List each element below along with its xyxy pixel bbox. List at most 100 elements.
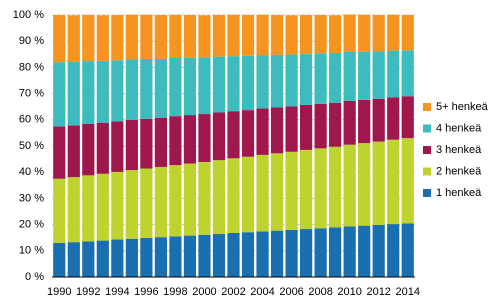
bar-segment: [183, 235, 197, 277]
bar-segment: [96, 122, 109, 174]
bar-segment: [285, 106, 298, 152]
x-tick-label: 2004: [250, 286, 274, 298]
bar-segment: [111, 171, 124, 240]
bar-segment: [53, 178, 66, 243]
bar-segment: [358, 143, 371, 226]
x-tick-label: 1990: [47, 286, 71, 298]
legend-label: 5+ henkeä: [436, 101, 489, 113]
bar-segment: [82, 61, 95, 124]
bar-segment: [372, 15, 385, 52]
bar-segment: [285, 151, 298, 230]
legend-label: 1 henkeä: [436, 187, 482, 199]
bar-segment: [358, 51, 371, 100]
legend-swatch: [423, 103, 431, 111]
bar-segment: [227, 111, 240, 159]
x-tick-label: 2012: [366, 286, 390, 298]
bar-segment: [314, 148, 327, 229]
x-tick-label: 2006: [279, 286, 303, 298]
legend-swatch: [423, 146, 431, 154]
bar-segment: [387, 50, 400, 98]
bar-segment: [387, 139, 400, 225]
bar-segment: [285, 15, 298, 55]
bar-segment: [372, 224, 385, 277]
bar-segment: [140, 237, 153, 277]
bar-segment: [343, 144, 356, 227]
x-tick-label: 1992: [76, 286, 100, 298]
bar-segment: [82, 241, 95, 277]
bar-segment: [329, 102, 342, 147]
bar-segment: [285, 229, 298, 277]
legend-label: 4 henkeä: [436, 122, 482, 134]
bar-segment: [96, 240, 109, 277]
bar-segment: [111, 15, 124, 61]
bar-segment: [270, 153, 284, 231]
bar-segment: [227, 56, 240, 112]
y-tick-label: 60 %: [19, 114, 44, 126]
bar-segment: [140, 118, 153, 169]
bar-segment: [154, 58, 167, 118]
bar-segment: [300, 104, 313, 150]
bar-segment: [358, 99, 371, 144]
bar-segment: [256, 55, 269, 109]
legend-swatch: [423, 167, 431, 176]
bar-segment: [314, 53, 327, 104]
x-tick-label: 1994: [105, 286, 129, 298]
bar-segment: [227, 14, 240, 57]
bar-segment: [270, 107, 284, 154]
bar-segment: [387, 14, 400, 51]
bar-segment: [111, 239, 124, 277]
bar-segment: [183, 115, 197, 164]
bar-segment: [198, 15, 211, 58]
y-tick-label: 50 %: [19, 140, 44, 152]
y-tick-label: 40 %: [19, 166, 44, 178]
x-tick-label: 2010: [337, 286, 361, 298]
bar-segment: [53, 62, 66, 127]
bar-segment: [329, 52, 342, 103]
bar-segment: [358, 225, 371, 277]
bar-segment: [401, 138, 414, 224]
bar-segment: [53, 126, 66, 179]
bar-segment: [169, 116, 182, 166]
bar-segment: [169, 14, 182, 58]
bar-segment: [300, 229, 313, 277]
bar-segment: [198, 114, 211, 162]
bar-segment: [212, 112, 226, 161]
bar-segment: [212, 15, 226, 57]
bar-segment: [154, 15, 167, 59]
y-tick-label: 100 %: [13, 9, 44, 21]
bar-segment: [198, 161, 211, 235]
bar-segment: [125, 238, 138, 277]
bar-segment: [387, 224, 400, 277]
bar-segment: [372, 141, 385, 225]
x-tick-label: 2014: [395, 286, 419, 298]
bar-segment: [125, 14, 138, 60]
bar-segment: [169, 165, 182, 237]
bar-segment: [256, 154, 269, 232]
bar-segment: [372, 51, 385, 99]
bar-segment: [343, 100, 356, 145]
bar-segment: [314, 15, 327, 54]
bar-segment: [372, 98, 385, 142]
legend-label: 2 henkeä: [436, 165, 482, 177]
bar-segment: [212, 234, 226, 277]
bar-segment: [387, 97, 400, 140]
bar-segment: [401, 223, 414, 277]
bar-segment: [329, 227, 342, 277]
bar-segment: [270, 230, 284, 277]
bar-segment: [140, 59, 153, 119]
bar-segment: [183, 15, 197, 58]
bar-segment: [96, 60, 109, 123]
y-tick-label: 90 %: [19, 35, 44, 47]
bar-segment: [169, 236, 182, 277]
bar-segment: [256, 231, 269, 277]
bar-segment: [227, 158, 240, 233]
bar-segment: [401, 15, 414, 51]
bar-segment: [241, 55, 255, 111]
bar-segment: [96, 173, 109, 241]
bar-segment: [314, 228, 327, 277]
bar-segment: [314, 103, 327, 149]
bar-segment: [67, 242, 80, 277]
bar-segment: [256, 108, 269, 155]
bar-segment: [285, 54, 298, 107]
